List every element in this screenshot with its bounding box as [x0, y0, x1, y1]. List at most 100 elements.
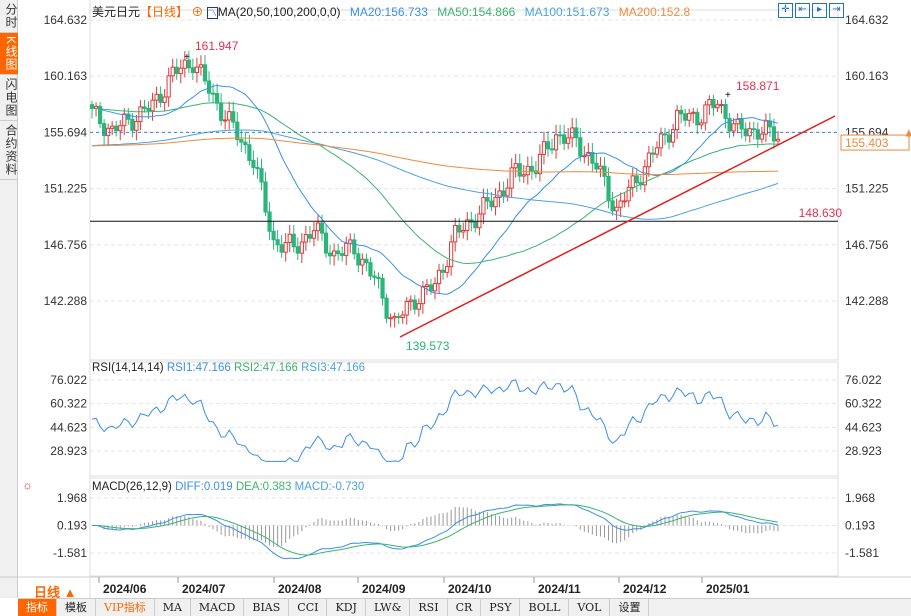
candle: [703, 104, 708, 124]
candle: [630, 175, 635, 188]
current-price-label: 155.403: [845, 136, 889, 150]
support-level-label: 148.630: [799, 206, 843, 220]
candle: [166, 75, 171, 98]
candle: [646, 152, 651, 168]
tab-cci[interactable]: CCI: [289, 599, 328, 616]
rsi3-value: RSI3:47.166: [301, 362, 366, 374]
price-tick-left: 142.288: [44, 294, 88, 308]
rsi2-value: RSI2:47.166: [233, 362, 298, 374]
date-label: 2024/11: [538, 582, 581, 596]
candle: [243, 141, 248, 146]
tab-模板[interactable]: 模板: [57, 599, 96, 616]
candle: [566, 137, 571, 144]
zoom-end-icon[interactable]: ⇥: [829, 3, 844, 18]
tab-boll[interactable]: BOLL: [520, 599, 570, 616]
candle: [691, 111, 696, 114]
ma20-value: MA20:156.733: [349, 5, 428, 19]
price-tick-right: 164.632: [845, 13, 889, 27]
sidebar-tab-3[interactable]: 合约资料: [0, 121, 18, 181]
candle: [392, 315, 397, 319]
candle: [751, 128, 756, 131]
tab-vip指标[interactable]: VIP指标: [96, 599, 155, 616]
candle: [214, 93, 220, 104]
candle: [356, 253, 361, 266]
date-label: 2024/09: [362, 582, 406, 596]
settings-gear-icon[interactable]: ☼: [22, 478, 33, 492]
candle: [485, 197, 490, 202]
candle: [223, 119, 228, 122]
candle: [251, 159, 256, 168]
tab-rsi[interactable]: RSI: [410, 599, 448, 616]
candle: [453, 224, 458, 243]
candle: [763, 120, 768, 135]
candle: [210, 92, 216, 95]
crosshair-icon[interactable]: ⊕: [191, 5, 204, 19]
candle: [505, 187, 510, 197]
rsi-params: RSI(14,14,14): [92, 362, 164, 374]
tab-macd[interactable]: MACD: [191, 599, 245, 616]
candle: [759, 133, 764, 140]
candle: [182, 59, 187, 69]
candle: [404, 300, 409, 316]
candle: [666, 134, 672, 143]
tab-kdj[interactable]: KDJ: [327, 599, 366, 616]
candle: [529, 165, 534, 172]
candle: [715, 104, 720, 109]
candle: [259, 168, 264, 183]
candle: [481, 197, 486, 215]
tab-ma[interactable]: MA: [155, 599, 191, 616]
candle: [618, 200, 623, 208]
macd-tick-left: 0.193: [57, 519, 87, 533]
tab-psy[interactable]: PSY: [481, 599, 521, 616]
candle: [138, 106, 143, 123]
sidebar-tab-2[interactable]: 闪电图: [0, 75, 18, 122]
tab-指标[interactable]: 指标: [18, 599, 57, 616]
rsi-tick-right: 44.623: [845, 420, 882, 434]
candle: [416, 303, 421, 310]
candle: [97, 105, 103, 125]
candle: [219, 102, 224, 121]
candle: [295, 246, 300, 254]
candle: [327, 252, 333, 257]
ma200-line: [91, 137, 779, 176]
candle: [562, 134, 567, 144]
candle: [162, 96, 167, 103]
candle: [545, 141, 551, 150]
candle: [465, 219, 470, 231]
period-selector[interactable]: 日线 ▲: [34, 585, 77, 600]
tab-设置[interactable]: 设置: [610, 599, 650, 616]
sidebar-tab-1[interactable]: K线图: [0, 33, 18, 76]
sidebar-tab-0[interactable]: 分时: [0, 0, 18, 33]
tab-cr[interactable]: CR: [448, 599, 482, 616]
macd-diff-line: [91, 503, 779, 560]
candle: [670, 129, 676, 143]
zoom-start-icon[interactable]: ⇤: [795, 3, 810, 18]
crosshair-tool-icon[interactable]: ✛: [778, 3, 793, 18]
candle: [279, 244, 284, 253]
candle: [654, 147, 660, 155]
tab-lw&[interactable]: LW&: [366, 599, 411, 616]
candle: [775, 138, 781, 142]
candle: [307, 234, 313, 239]
tab-bias[interactable]: BIAS: [244, 599, 290, 616]
candle: [227, 111, 232, 121]
zoom-range-icon[interactable]: ▸: [812, 3, 827, 18]
candle: [352, 239, 357, 255]
panel-frame: [89, 361, 839, 477]
ma-chart-icon[interactable]: 〽: [206, 7, 218, 19]
tab-vol[interactable]: VOL: [569, 599, 611, 616]
price-tick-left: 160.163: [44, 69, 88, 83]
candle: [771, 126, 777, 142]
candle: [142, 106, 147, 110]
candle: [695, 111, 700, 126]
macd-tick-right: -1.581: [845, 546, 879, 560]
candle: [634, 175, 639, 184]
candle: [449, 241, 454, 268]
candle: [380, 278, 385, 299]
candle: [396, 315, 401, 319]
candle: [614, 206, 619, 212]
candle: [146, 108, 151, 112]
candle: [525, 165, 530, 176]
candle: [332, 250, 337, 257]
